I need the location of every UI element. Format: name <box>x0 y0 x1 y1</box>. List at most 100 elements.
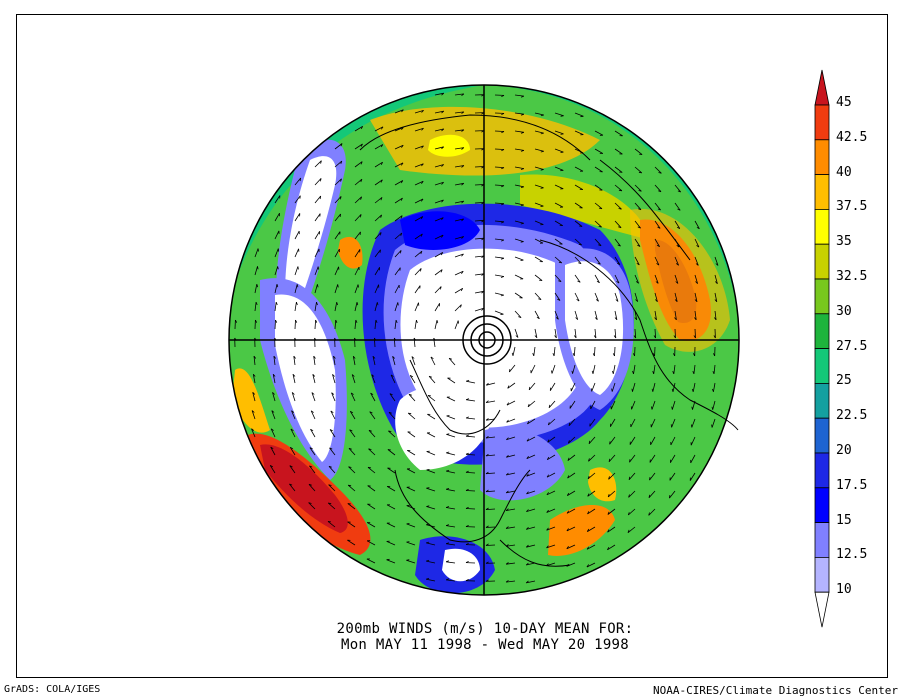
title-line-2: Mon MAY 11 1998 - Wed MAY 20 1998 <box>340 637 630 653</box>
wind-arrow-head <box>445 560 450 563</box>
wind-arrow-head <box>526 491 529 495</box>
wind-arrow <box>331 392 336 402</box>
colorbar-swatch <box>814 382 830 419</box>
wind-arrow-head <box>347 503 351 505</box>
wind-arrow <box>334 319 337 330</box>
wind-arrow-head <box>380 144 384 148</box>
wind-arrow-head <box>566 528 569 532</box>
wind-arrow-head <box>609 441 611 445</box>
wind-arrow-head <box>406 523 410 525</box>
wind-arrow-head <box>416 319 418 324</box>
wind-arrow <box>465 472 476 474</box>
wind-arrow-head <box>481 166 485 169</box>
wind-arrow-head <box>461 218 464 222</box>
wind-arrow-head <box>695 281 698 284</box>
wind-arrow-head <box>312 374 316 377</box>
wind-arrow <box>554 202 564 208</box>
wind-arrow <box>366 558 376 564</box>
wind-arrow-head <box>235 319 238 323</box>
wind-arrow-head <box>274 337 277 341</box>
wind-arrow-head <box>651 388 654 392</box>
wind-arrow <box>494 166 505 168</box>
wind-arrow <box>354 125 363 132</box>
wind-arrow-head <box>608 476 610 480</box>
colorbar-label: 12.5 <box>836 547 868 563</box>
wind-arrow <box>474 290 484 294</box>
wind-arrow-head <box>329 429 333 432</box>
wind-arrow <box>474 166 485 168</box>
footer-credit-right: NOAA-CIRES/Climate Diagnostics Center <box>652 684 898 697</box>
wind-arrow-head <box>393 337 397 341</box>
wind-arrow <box>634 220 641 229</box>
wind-arrow-head <box>319 195 322 200</box>
wind-arrow <box>548 418 556 426</box>
wind-arrow-head <box>637 226 641 229</box>
wind-arrow <box>406 468 416 474</box>
wind-arrow-head <box>507 385 510 389</box>
wind-arrow <box>393 337 396 348</box>
wind-arrow-head <box>421 163 424 167</box>
wind-arrow <box>474 255 484 258</box>
wind-arrow <box>572 364 576 374</box>
wind-arrow-head <box>355 319 358 323</box>
wind-arrow <box>514 220 524 224</box>
wind-arrow <box>574 274 581 283</box>
wind-arrow <box>434 286 442 294</box>
wind-arrow-head <box>526 527 529 530</box>
wind-arrow <box>506 400 516 406</box>
wind-arrow <box>332 374 336 384</box>
wind-arrow-head <box>256 284 259 288</box>
wind-arrow-head <box>505 580 509 583</box>
wind-arrow-head <box>485 579 489 582</box>
wind-arrow-head <box>501 149 505 152</box>
wind-arrow-head <box>568 422 571 426</box>
wind-arrow <box>414 163 424 168</box>
wind-arrow <box>251 410 256 420</box>
wind-arrow <box>272 374 276 384</box>
wind-arrow-head <box>328 484 332 486</box>
wind-arrow-head <box>252 373 256 377</box>
wind-arrow-head <box>440 269 443 273</box>
wind-arrow <box>534 112 544 116</box>
wind-arrow <box>674 220 681 229</box>
wind-arrow <box>446 561 456 564</box>
wind-arrow <box>669 490 676 499</box>
wind-arrow <box>414 145 424 150</box>
wind-arrow <box>434 146 444 150</box>
wind-arrow-head <box>374 337 377 341</box>
wind-arrow <box>485 490 496 493</box>
wind-arrow <box>374 161 383 168</box>
wind-arrow-head <box>428 375 433 378</box>
wind-arrow <box>314 160 322 168</box>
wind-arrow-head <box>340 178 342 182</box>
wind-arrow <box>594 166 603 173</box>
wind-arrow-head <box>655 281 659 284</box>
wind-arrow <box>486 382 496 386</box>
wind-arrow-head <box>638 171 642 174</box>
wind-arrow <box>314 195 322 204</box>
wind-arrow <box>465 435 476 438</box>
wind-arrow <box>514 112 524 115</box>
wind-arrow <box>406 486 416 492</box>
wind-arrow <box>272 392 276 402</box>
wind-arrow <box>548 400 556 409</box>
wind-arrow-head <box>612 353 615 357</box>
wind-arrow <box>534 148 544 152</box>
colorbar-bottom-arrow <box>814 591 830 628</box>
wind-arrow-head <box>367 466 372 469</box>
wind-arrow-head <box>485 435 489 439</box>
wind-arrow <box>612 364 616 374</box>
wind-arrow-head <box>501 113 505 116</box>
wind-arrow <box>526 562 536 566</box>
wind-arrow <box>314 213 321 222</box>
wind-arrow <box>354 231 361 240</box>
wind-arrow <box>567 490 576 496</box>
wind-arrow <box>434 128 444 132</box>
wind-arrow-head <box>461 129 465 132</box>
wind-arrow <box>586 544 596 550</box>
wind-arrow-head <box>558 280 562 282</box>
wind-arrow-head <box>461 93 465 97</box>
wind-arrow-head <box>380 232 382 236</box>
wind-arrow-head <box>481 184 485 187</box>
wind-arrow <box>608 454 616 463</box>
